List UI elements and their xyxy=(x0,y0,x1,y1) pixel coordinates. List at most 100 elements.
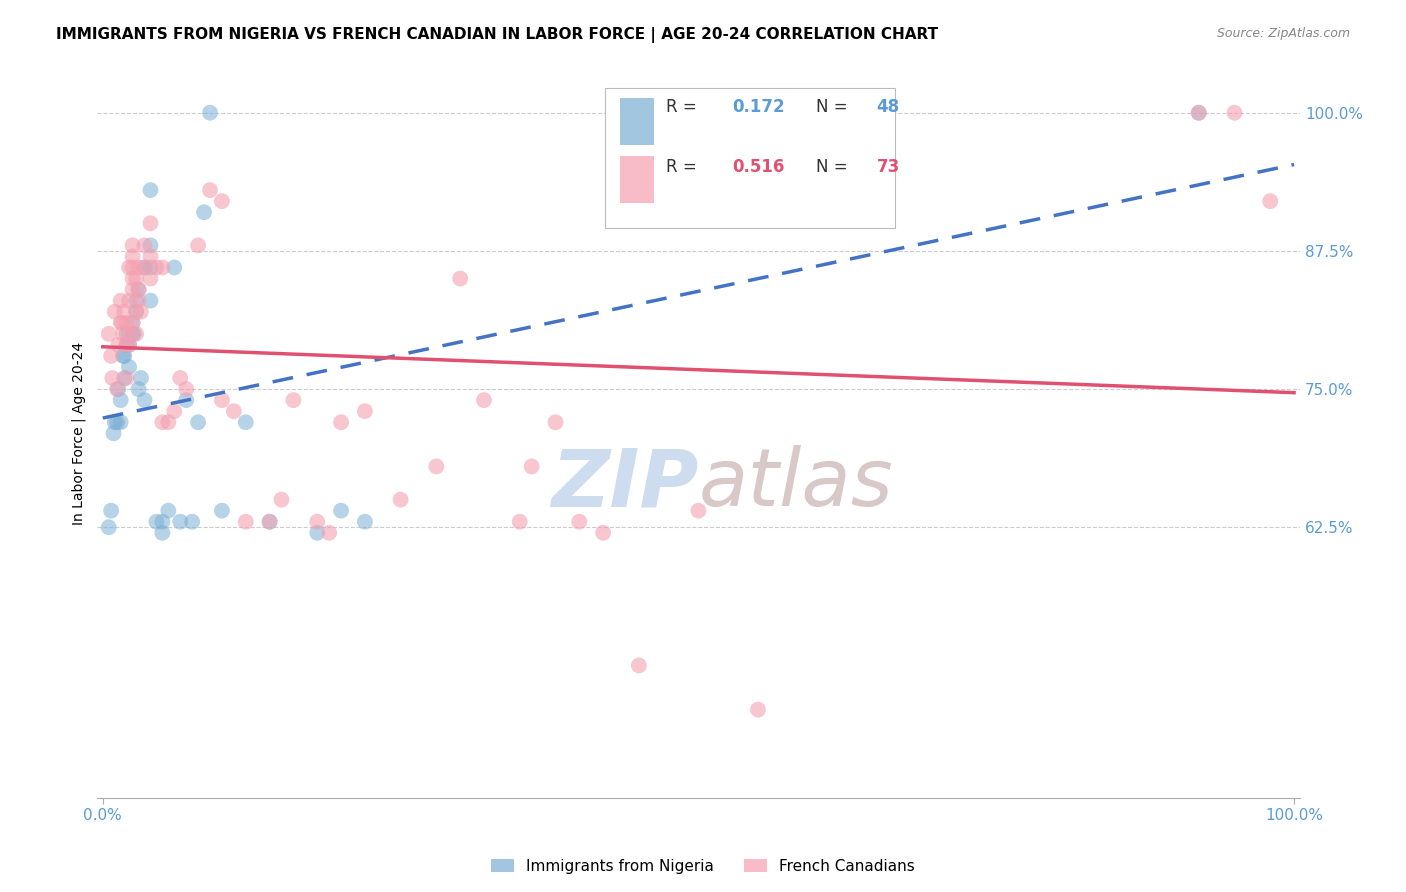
Text: IMMIGRANTS FROM NIGERIA VS FRENCH CANADIAN IN LABOR FORCE | AGE 20-24 CORRELATIO: IMMIGRANTS FROM NIGERIA VS FRENCH CANADI… xyxy=(56,27,938,43)
Point xyxy=(112,371,135,385)
Point xyxy=(129,304,152,318)
Point xyxy=(150,260,173,275)
Point xyxy=(198,105,221,120)
Point xyxy=(134,260,156,275)
Point xyxy=(110,415,132,429)
Point xyxy=(118,260,141,275)
Point xyxy=(592,525,614,540)
Point xyxy=(115,371,138,385)
Text: R =: R = xyxy=(666,98,702,116)
Point xyxy=(118,359,141,374)
Point xyxy=(283,393,305,408)
Text: atlas: atlas xyxy=(699,445,893,524)
Text: Source: ZipAtlas.com: Source: ZipAtlas.com xyxy=(1216,27,1350,40)
Point xyxy=(145,515,167,529)
Point xyxy=(472,393,495,408)
Point xyxy=(509,515,531,529)
Point xyxy=(105,382,128,396)
Point xyxy=(187,415,209,429)
Point xyxy=(174,393,197,408)
Point xyxy=(110,393,132,408)
Point xyxy=(121,238,143,252)
Point xyxy=(449,271,471,285)
Point xyxy=(105,415,128,429)
Point xyxy=(150,515,173,529)
Point xyxy=(128,382,150,396)
Point xyxy=(747,703,769,717)
Point xyxy=(134,393,156,408)
Text: N =: N = xyxy=(817,98,853,116)
Point xyxy=(121,326,143,341)
FancyBboxPatch shape xyxy=(605,88,894,227)
Point xyxy=(169,371,191,385)
Point xyxy=(330,503,353,517)
Point xyxy=(128,260,150,275)
Point xyxy=(157,415,180,429)
Point xyxy=(211,393,233,408)
Point xyxy=(270,492,292,507)
Point xyxy=(103,426,125,441)
Point xyxy=(688,503,710,517)
Point xyxy=(163,260,186,275)
Point xyxy=(139,260,162,275)
Point xyxy=(121,271,143,285)
Point xyxy=(118,338,141,352)
Text: 73: 73 xyxy=(876,158,900,177)
Point xyxy=(112,349,135,363)
Point xyxy=(121,260,143,275)
Point xyxy=(145,260,167,275)
Point xyxy=(163,404,186,418)
Point xyxy=(134,260,156,275)
Point xyxy=(389,492,412,507)
Point xyxy=(128,293,150,308)
Point xyxy=(112,349,135,363)
Point xyxy=(107,382,129,396)
Point xyxy=(121,249,143,263)
Point xyxy=(187,238,209,252)
Point xyxy=(118,293,141,308)
Point xyxy=(157,503,180,517)
Point xyxy=(259,515,281,529)
Point xyxy=(104,304,127,318)
Point xyxy=(118,338,141,352)
Point xyxy=(139,271,162,285)
Point xyxy=(112,304,135,318)
Point xyxy=(235,515,257,529)
Point xyxy=(150,415,173,429)
Point xyxy=(100,503,122,517)
Point xyxy=(129,371,152,385)
Text: R =: R = xyxy=(666,158,702,177)
Point xyxy=(100,349,122,363)
Point xyxy=(97,326,120,341)
Point xyxy=(134,238,156,252)
Point xyxy=(1223,105,1246,120)
Point xyxy=(125,326,148,341)
Text: 0.516: 0.516 xyxy=(733,158,785,177)
Text: 0.172: 0.172 xyxy=(733,98,785,116)
Point xyxy=(139,249,162,263)
Point xyxy=(125,304,148,318)
Point xyxy=(139,216,162,230)
Point xyxy=(1258,194,1281,209)
Point xyxy=(198,183,221,197)
Text: ZIP: ZIP xyxy=(551,445,699,524)
Point xyxy=(115,326,138,341)
Point xyxy=(121,316,143,330)
Point xyxy=(125,293,148,308)
Point xyxy=(1188,105,1211,120)
Point xyxy=(211,194,233,209)
Point xyxy=(125,304,148,318)
Point xyxy=(211,503,233,517)
Point xyxy=(520,459,543,474)
Point xyxy=(150,525,173,540)
Point xyxy=(568,515,591,529)
Point xyxy=(101,371,124,385)
Point xyxy=(664,183,686,197)
Point xyxy=(169,515,191,529)
Point xyxy=(111,316,134,330)
Y-axis label: In Labor Force | Age 20-24: In Labor Force | Age 20-24 xyxy=(72,342,86,524)
Point xyxy=(307,525,329,540)
Point xyxy=(128,283,150,297)
Point xyxy=(425,459,447,474)
Point xyxy=(104,415,127,429)
